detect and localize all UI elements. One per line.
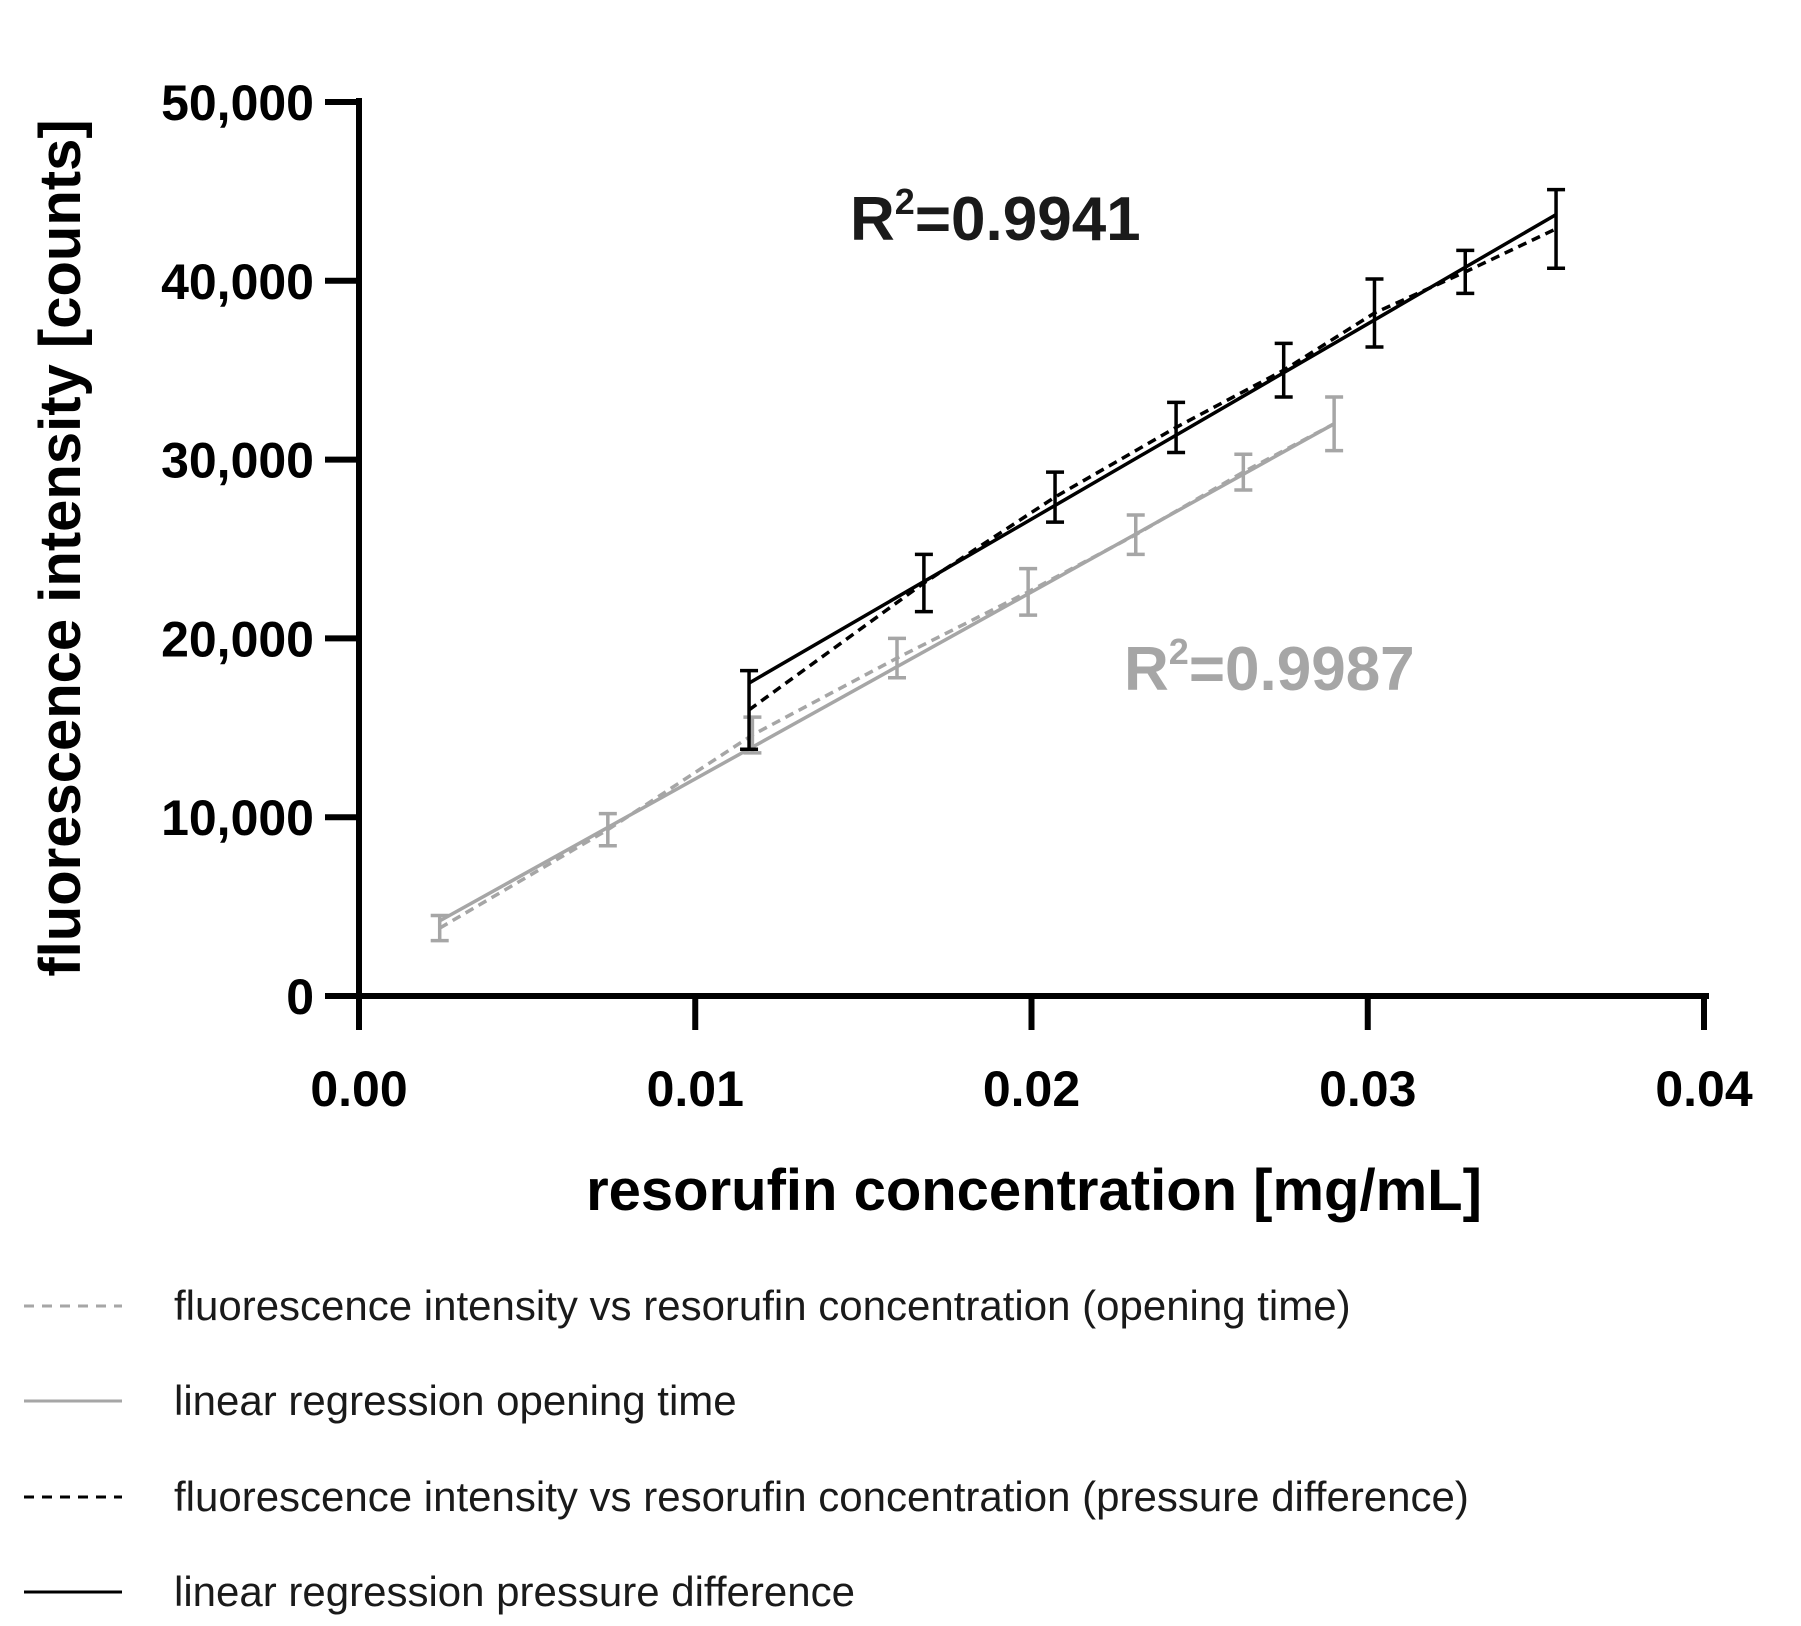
y-axis-ticks: 0 10,000 20,000 30,000 40,000 50,000 <box>161 75 359 1025</box>
error-bar <box>430 913 449 943</box>
series-0 <box>430 395 1344 943</box>
legend-item-opening-data: fluorescence intensity vs resorufin conc… <box>24 1282 1351 1329</box>
data-line <box>747 227 1557 712</box>
y-tick-label: 30,000 <box>161 433 314 489</box>
y-tick-label: 10,000 <box>161 790 314 846</box>
x-tick-label: 0.01 <box>647 1061 744 1117</box>
legend-label-pressure-fit: linear regression pressure difference <box>174 1568 855 1615</box>
error-bar <box>743 715 762 755</box>
legend-item-opening-fit: linear regression opening time <box>24 1377 737 1424</box>
x-tick-label: 0.02 <box>983 1061 1080 1117</box>
regression-line <box>748 213 1557 685</box>
error-bar <box>1019 566 1038 617</box>
legend-label-opening-fit: linear regression opening time <box>174 1377 737 1424</box>
legend-item-pressure-data: fluorescence intensity vs resorufin conc… <box>24 1473 1469 1520</box>
error-bar <box>1325 395 1344 453</box>
series-layer <box>430 187 1566 943</box>
y-axis-title: fluorescence intensity [counts] <box>28 119 93 976</box>
error-bar <box>888 636 906 680</box>
legend-label-pressure-data: fluorescence intensity vs resorufin conc… <box>174 1473 1469 1520</box>
error-bar <box>740 668 759 752</box>
legend: fluorescence intensity vs resorufin conc… <box>24 1282 1469 1615</box>
error-bar <box>1126 513 1145 557</box>
error-bar <box>1456 248 1475 296</box>
series-3 <box>748 213 1557 685</box>
error-bar <box>1274 341 1293 399</box>
x-axis-ticks: 0.00 0.01 0.02 0.03 0.04 <box>310 996 1753 1117</box>
y-tick-label: 0 <box>286 969 314 1025</box>
x-tick-label: 0.00 <box>310 1061 407 1117</box>
data-line <box>438 422 1335 930</box>
legend-label-opening-data: fluorescence intensity vs resorufin conc… <box>174 1282 1351 1329</box>
error-bar <box>914 552 933 614</box>
error-bar <box>1547 187 1566 271</box>
y-tick-label: 50,000 <box>161 75 314 131</box>
x-axis-title: resorufin concentration [mg/mL] <box>586 1158 1482 1223</box>
error-bar <box>1046 470 1065 524</box>
r2-annotation-opening: R2=0.9987 <box>1124 631 1415 704</box>
error-bar <box>598 811 617 848</box>
error-bar <box>1167 400 1186 455</box>
error-bar <box>1234 452 1253 492</box>
x-tick-label: 0.03 <box>1319 1061 1416 1117</box>
y-tick-label: 20,000 <box>161 611 314 667</box>
error-bar <box>1365 277 1384 349</box>
x-tick-label: 0.04 <box>1655 1061 1753 1117</box>
legend-item-pressure-fit: linear regression pressure difference <box>24 1568 855 1615</box>
series-2 <box>740 187 1566 752</box>
r2-annotation-pressure: R2=0.9941 <box>850 181 1141 254</box>
y-tick-label: 40,000 <box>161 254 314 310</box>
